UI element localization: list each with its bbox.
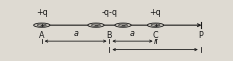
Text: a: a bbox=[130, 29, 135, 38]
Text: A: A bbox=[39, 31, 45, 40]
Text: a: a bbox=[73, 29, 78, 38]
Circle shape bbox=[147, 23, 164, 27]
Text: r: r bbox=[154, 37, 157, 46]
Circle shape bbox=[34, 23, 50, 27]
Circle shape bbox=[88, 23, 104, 27]
Text: −: − bbox=[120, 23, 126, 28]
Text: P: P bbox=[198, 31, 203, 40]
Text: −: − bbox=[93, 23, 99, 28]
Text: +q: +q bbox=[150, 8, 161, 17]
Text: B: B bbox=[107, 31, 112, 40]
Text: -q-q: -q-q bbox=[102, 8, 117, 17]
Text: +q: +q bbox=[36, 8, 48, 17]
Text: +: + bbox=[153, 23, 158, 28]
Circle shape bbox=[115, 23, 131, 27]
Text: +: + bbox=[39, 23, 45, 28]
Text: C: C bbox=[153, 31, 158, 40]
